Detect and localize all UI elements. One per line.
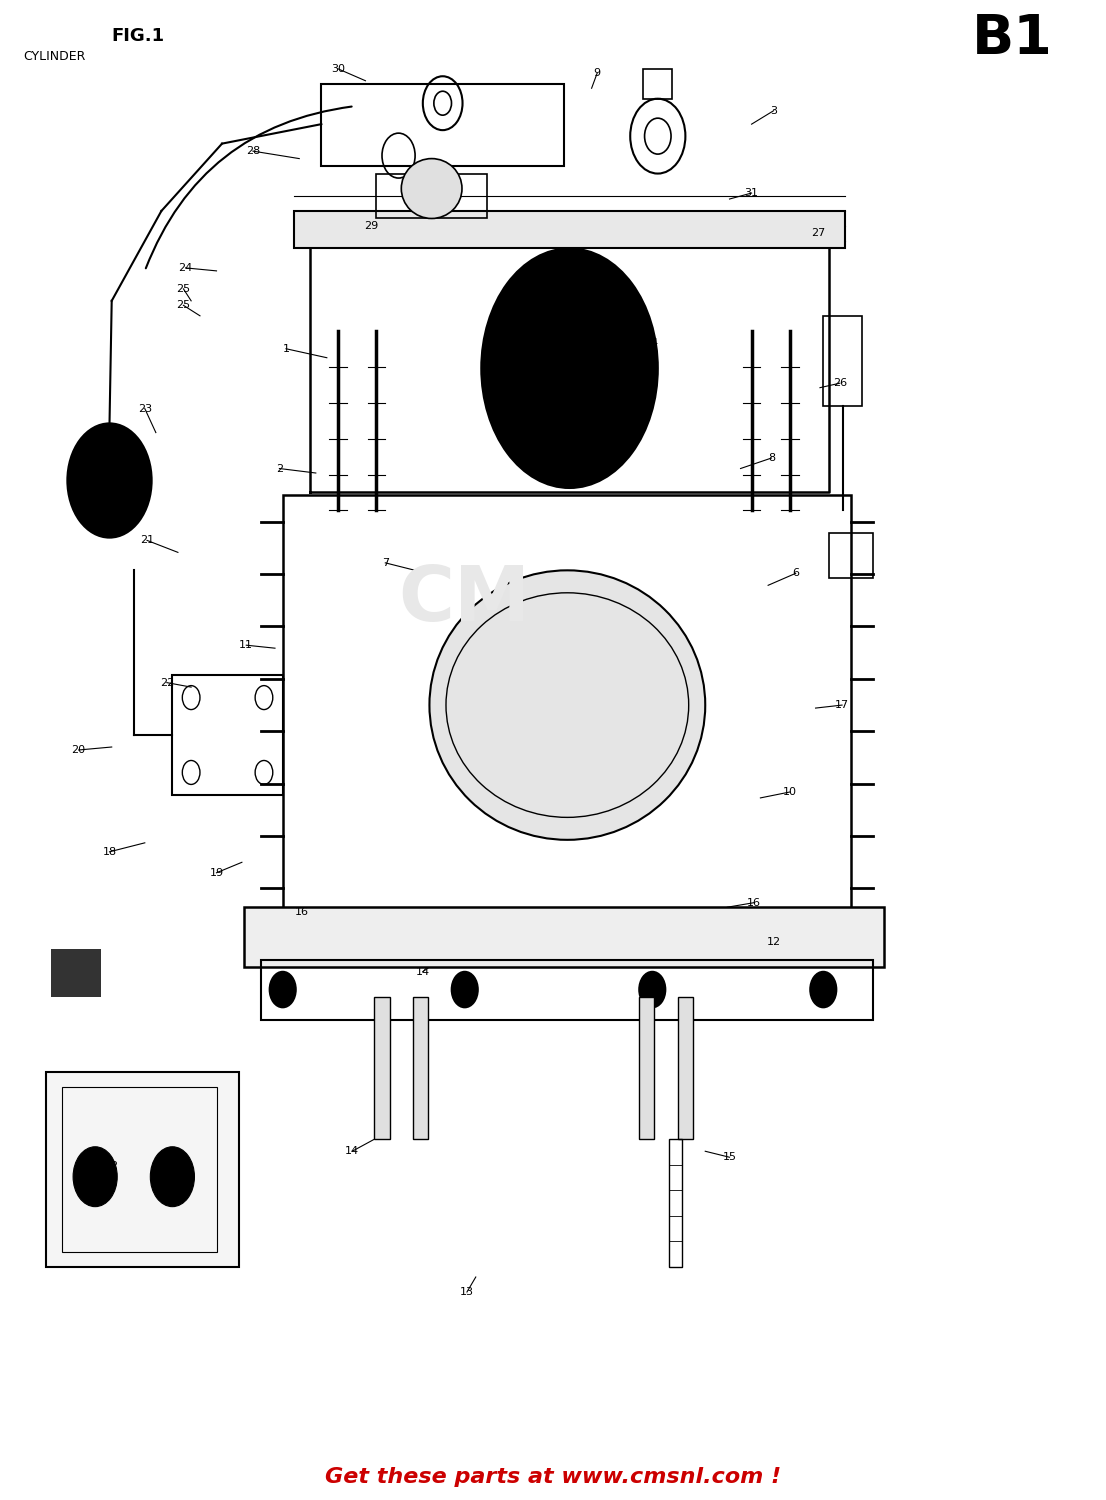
Bar [173,675,283,795]
Text: 20: 20 [72,746,85,754]
Text: 10: 10 [783,788,797,796]
Bar [644,69,672,99]
Text: 13: 13 [460,1287,474,1298]
Circle shape [810,972,836,1008]
Text: 16: 16 [747,897,761,908]
Ellipse shape [401,159,462,219]
Text: 1: 1 [282,344,290,354]
Text: B1: B1 [972,12,1053,66]
Bar [678,998,693,1140]
Ellipse shape [429,570,706,840]
Text: 19: 19 [209,868,223,877]
Bar [283,495,851,915]
Text: 9: 9 [594,69,601,78]
Text: 15: 15 [722,1152,737,1162]
Text: CM: CM [399,564,531,638]
Bar [823,316,862,405]
Text: 18: 18 [103,847,116,856]
Text: Get these parts at www.cmsnl.com !: Get these parts at www.cmsnl.com ! [325,1467,781,1486]
Circle shape [639,972,666,1008]
Bar [261,960,873,1020]
Text: 8: 8 [768,453,775,464]
Text: 17: 17 [835,700,849,709]
Bar [322,84,564,166]
Text: 14: 14 [416,966,430,976]
Bar [376,174,487,219]
Bar [62,1088,217,1251]
Bar [413,998,428,1140]
Text: CYLINDER: CYLINDER [23,51,86,63]
Circle shape [481,249,658,488]
Text: 3: 3 [770,105,778,116]
Circle shape [73,1148,117,1206]
Circle shape [67,423,152,537]
Text: 25: 25 [176,300,190,310]
Text: 12: 12 [766,936,781,946]
Text: 5: 5 [651,375,658,386]
Text: FIG.1: FIG.1 [112,27,165,45]
Text: 21: 21 [140,536,154,546]
Text: 26: 26 [833,378,847,388]
Bar [294,211,845,249]
Text: 31: 31 [744,188,759,198]
Text: 16: 16 [294,906,309,916]
Bar [669,1140,682,1266]
Text: 6: 6 [792,568,800,579]
Text: 24: 24 [178,262,192,273]
Text: 23: 23 [138,404,152,414]
Bar [45,1072,239,1266]
Bar [51,950,101,998]
Bar [828,532,873,578]
Bar [374,998,389,1140]
Text: 22: 22 [159,678,174,687]
Bar [244,908,884,968]
Circle shape [451,972,478,1008]
Text: 28: 28 [246,146,260,156]
Text: 14: 14 [345,1146,359,1156]
Text: 2: 2 [275,464,283,474]
Circle shape [270,972,296,1008]
Circle shape [150,1148,195,1206]
Bar [639,998,655,1140]
Text: 4: 4 [651,338,658,348]
Text: 32: 32 [105,1161,118,1172]
Text: 25: 25 [176,284,190,294]
Text: 11: 11 [239,640,253,650]
Text: 27: 27 [811,228,825,238]
Text: 7: 7 [382,558,389,568]
Text: 30: 30 [331,64,345,74]
Text: 29: 29 [364,220,378,231]
